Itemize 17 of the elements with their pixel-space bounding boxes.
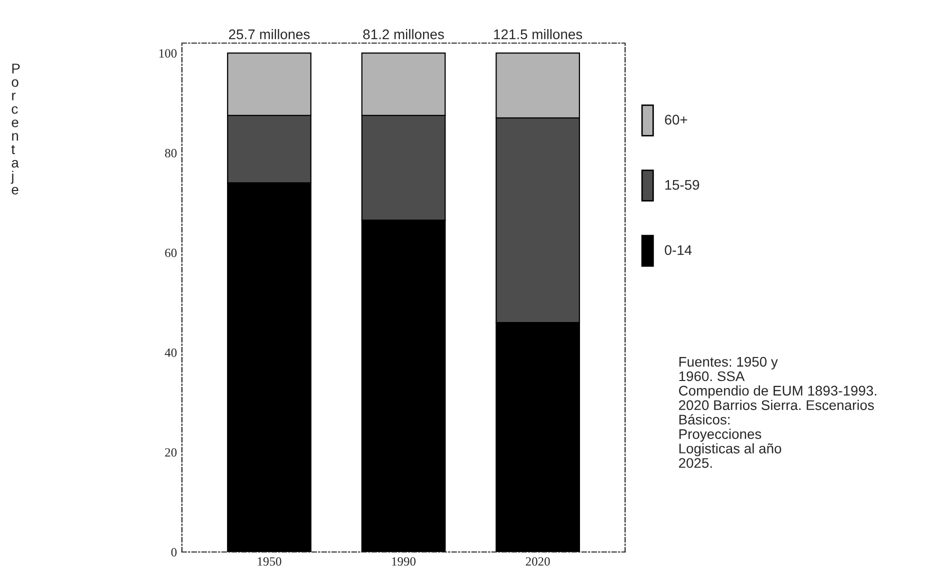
x-tick-label: 2020 bbox=[526, 557, 550, 566]
annotation: 81.2 millones bbox=[363, 29, 444, 40]
source-note: Fuentes: 1950 y 1960. SSA Compendio de EUM 1893-1993. 2020 Barrios Sierra. Escenarios Básicos: Proyecciones Logisticas al año 2025. bbox=[678, 356, 876, 468]
annotation: 121.5 millones bbox=[494, 29, 582, 40]
legend-label: 15-59 bbox=[665, 180, 700, 190]
y-tick-label: 40 bbox=[164, 348, 177, 357]
y-tick-label: 0 bbox=[171, 548, 177, 556]
y-tick-label: 20 bbox=[165, 448, 177, 457]
text: Porcentaje bbox=[10, 64, 20, 195]
legend-label: 60+ bbox=[664, 114, 688, 125]
legend-label: 0-14 bbox=[664, 245, 692, 256]
y-tick-label: 80 bbox=[165, 148, 177, 158]
y-tick-label: 100 bbox=[159, 49, 177, 58]
x-tick-label: 1990 bbox=[392, 557, 416, 566]
annotation: 25.7 millones bbox=[229, 29, 310, 40]
y-tick-label: 60 bbox=[165, 248, 177, 258]
x-tick-label: 1950 bbox=[258, 557, 282, 566]
